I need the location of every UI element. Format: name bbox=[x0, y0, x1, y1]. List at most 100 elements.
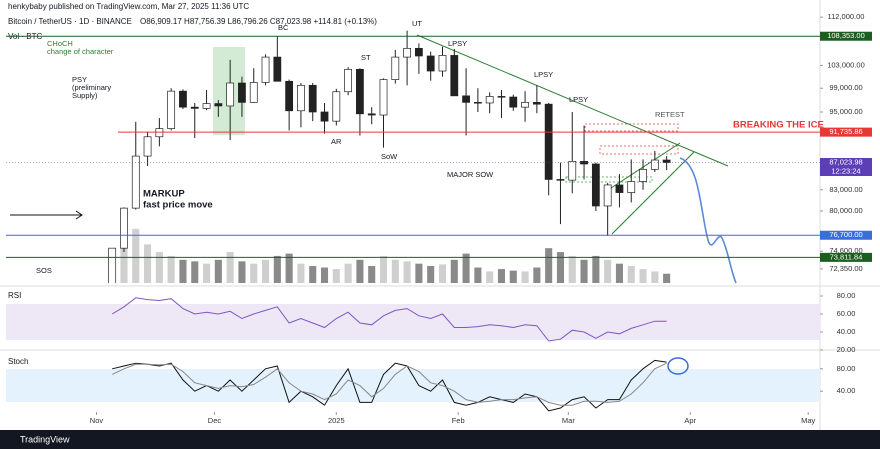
volume-bar bbox=[627, 265, 635, 283]
y-tick-label: 83,000.00 bbox=[829, 185, 862, 194]
volume-bar bbox=[474, 267, 482, 283]
annotation: SOS bbox=[36, 266, 52, 275]
support-box bbox=[565, 176, 653, 183]
level-label: 108,353.00 bbox=[827, 31, 865, 40]
candle-body bbox=[143, 136, 152, 157]
candle-body bbox=[332, 91, 341, 122]
volume-bar bbox=[238, 261, 246, 283]
annotation: LPSY bbox=[534, 70, 553, 79]
volume-bar bbox=[450, 259, 458, 283]
y-tick-label: 99,000.00 bbox=[829, 83, 862, 92]
volume-bar bbox=[309, 265, 317, 283]
volume-bar bbox=[533, 267, 541, 283]
stoch-line bbox=[112, 359, 667, 412]
wedge-line bbox=[611, 151, 695, 235]
volume-bar bbox=[663, 273, 671, 283]
candle-body bbox=[497, 96, 506, 98]
y-tick-label: 40.00 bbox=[837, 386, 856, 395]
candle-body bbox=[627, 181, 636, 193]
candle-body bbox=[344, 68, 353, 93]
candle-body bbox=[580, 160, 588, 165]
annotation: UT bbox=[412, 19, 422, 28]
stoch-label: Stoch bbox=[8, 357, 28, 366]
level-tag bbox=[820, 31, 872, 41]
volume-bar bbox=[497, 269, 506, 283]
annotation: CHoCH bbox=[47, 39, 73, 48]
volume-bar bbox=[144, 244, 152, 283]
candle-body bbox=[426, 55, 435, 72]
stoch-band bbox=[6, 369, 820, 402]
volume-bar bbox=[438, 264, 447, 283]
annotation: (preliminary bbox=[72, 83, 111, 92]
x-tick-label: Feb bbox=[452, 416, 465, 425]
candle-body bbox=[615, 184, 624, 193]
level-tag bbox=[820, 252, 872, 262]
highlight-circle bbox=[667, 357, 689, 375]
rsi-label: RSI bbox=[8, 291, 21, 300]
x-tick-label: Dec bbox=[208, 416, 222, 425]
trend-line bbox=[416, 34, 729, 167]
volume-bar bbox=[261, 259, 270, 283]
candle-body bbox=[462, 95, 470, 103]
annotation: BREAKING THE ICE bbox=[733, 120, 824, 131]
wedge-line bbox=[607, 142, 681, 191]
annotation: LPSY bbox=[569, 95, 588, 104]
candle-body bbox=[167, 90, 176, 129]
candle-body bbox=[591, 163, 600, 207]
candle-body bbox=[379, 79, 388, 116]
volume-bar bbox=[297, 263, 305, 283]
annotation: Supply) bbox=[72, 91, 98, 100]
candle-body bbox=[120, 207, 128, 249]
footer-bar bbox=[0, 430, 880, 449]
level-label: 73,811.84 bbox=[830, 252, 863, 261]
candle-body bbox=[155, 128, 164, 138]
volume-bar bbox=[250, 263, 258, 283]
footer-logo: TradingView bbox=[20, 434, 70, 444]
rsi-band bbox=[6, 304, 820, 340]
candle-body bbox=[214, 103, 223, 107]
volume-bar bbox=[368, 265, 376, 283]
annotation: MARKUP bbox=[143, 189, 185, 200]
candle-body bbox=[639, 168, 647, 182]
y-tick-label: 80.00 bbox=[837, 291, 856, 300]
stoch-line bbox=[111, 362, 667, 406]
candle-body bbox=[249, 82, 258, 103]
volume-bar bbox=[391, 259, 399, 283]
y-tick-label: 74,600.00 bbox=[829, 246, 862, 255]
volume-bar bbox=[273, 255, 281, 283]
volume-bar bbox=[651, 271, 659, 283]
candle-body bbox=[190, 106, 199, 109]
candle-body bbox=[356, 68, 364, 115]
candle-body bbox=[297, 84, 305, 112]
ohlc: O86,909.17 H87,756.39 L86,796.26 C87,023… bbox=[140, 17, 377, 26]
candle-body bbox=[403, 47, 411, 58]
level-label: 87,023.98 bbox=[829, 157, 862, 166]
rsi-line bbox=[111, 297, 667, 342]
volume-bar bbox=[167, 255, 175, 283]
annotation: RETEST bbox=[655, 110, 685, 119]
candle-body bbox=[568, 160, 577, 181]
volume-bar bbox=[615, 263, 623, 283]
y-tick-label: 40.00 bbox=[837, 327, 856, 336]
y-tick-label: 60.00 bbox=[837, 309, 856, 318]
candle-body bbox=[650, 159, 659, 170]
volume-bar bbox=[344, 263, 352, 283]
candle-body bbox=[450, 55, 459, 97]
candle-body bbox=[238, 82, 246, 103]
volume-bar bbox=[120, 236, 128, 283]
volume-bar bbox=[639, 269, 647, 283]
volume-bar bbox=[179, 259, 187, 283]
candle-body bbox=[603, 184, 612, 207]
volume-bar bbox=[462, 253, 470, 283]
y-tick-label: 112,000.00 bbox=[828, 12, 865, 21]
retest-box bbox=[599, 145, 679, 155]
y-tick-label: 103,000.00 bbox=[827, 60, 865, 69]
volume-bar bbox=[427, 265, 435, 283]
volume-bar bbox=[403, 261, 411, 283]
candle-body bbox=[521, 102, 529, 108]
volume-bar bbox=[332, 269, 340, 283]
candle-body bbox=[179, 90, 187, 108]
volume-bar bbox=[356, 259, 364, 283]
volume-bar bbox=[379, 255, 388, 283]
